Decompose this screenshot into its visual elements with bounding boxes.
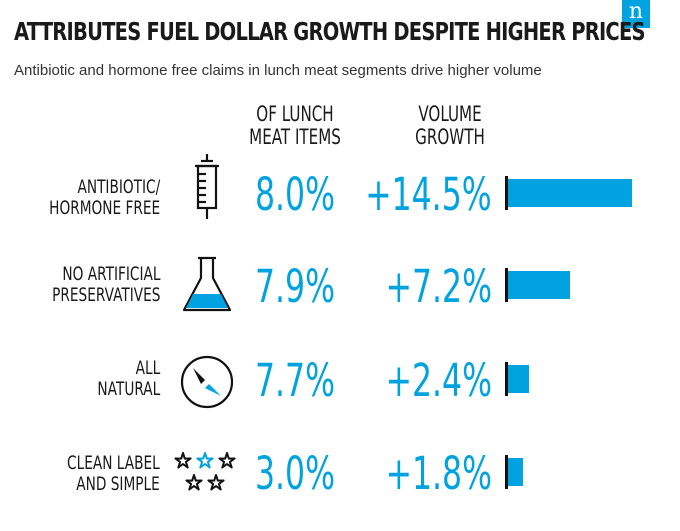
attribute-label: CLEAN LABEL AND SIMPLE [67, 453, 160, 495]
share-value: 7.7% [254, 354, 336, 407]
column-header-share-line-1: OF LUNCH [256, 102, 334, 126]
column-header-growth: VOLUME GROWTH [403, 103, 497, 149]
column-header-growth-line-2: GROWTH [415, 125, 485, 149]
column-header-share-line-2: MEAT ITEMS [249, 125, 341, 149]
chart-title: ATTRIBUTES FUEL DOLLAR GROWTH DESPITE HI… [14, 17, 646, 46]
attribute-label-line-2: AND SIMPLE [76, 473, 160, 495]
share-value: 7.9% [254, 260, 336, 313]
attribute-label-line-1: NO ARTIFICIAL [61, 263, 160, 285]
growth-value: +7.2% [385, 260, 492, 313]
share-value: 8.0% [254, 168, 336, 221]
attribute-row-all-natural: ALL NATURAL 7.7% +2.4% [0, 354, 680, 438]
bar-baseline [505, 268, 508, 302]
attribute-label-line-1: ANTIBIOTIC/ [77, 176, 160, 198]
attribute-label: ALL NATURAL [97, 358, 160, 400]
bar-baseline [505, 455, 508, 489]
stars-icon [174, 452, 236, 491]
growth-value: +1.8% [385, 447, 492, 500]
attribute-label: NO ARTIFICIAL PRESERVATIVES [52, 264, 160, 306]
attribute-label-line-2: NATURAL [97, 378, 160, 400]
compass-icon [180, 355, 234, 409]
share-value: 3.0% [254, 447, 336, 500]
bar-baseline [505, 176, 508, 210]
growth-bar [508, 271, 570, 299]
growth-bar [508, 365, 529, 393]
flask-icon [182, 256, 232, 312]
growth-bar [508, 458, 523, 486]
chart-subtitle: Antibiotic and hormone free claims in lu… [14, 62, 542, 79]
nielsen-logo: n [622, 0, 650, 28]
attribute-label: ANTIBIOTIC/ HORMONE FREE [49, 177, 160, 219]
growth-value: +14.5% [365, 168, 492, 221]
bar-baseline [505, 362, 508, 396]
column-header-share: OF LUNCH MEAT ITEMS [248, 103, 342, 149]
attribute-row-clean-label: CLEAN LABEL AND SIMPLE 3.0% +1.8% [0, 451, 680, 531]
attribute-row-no-artificial: NO ARTIFICIAL PRESERVATIVES 7.9% +7.2% [0, 256, 680, 344]
column-header-growth-line-1: VOLUME [418, 102, 482, 126]
attribute-label-line-2: PRESERVATIVES [51, 284, 160, 306]
attribute-row-antibiotic: ANTIBIOTIC/ HORMONE FREE 8.0% +14.5% [0, 154, 680, 252]
syringe-icon [195, 154, 219, 219]
attribute-label-line-2: HORMONE FREE [48, 197, 160, 219]
growth-bar [508, 179, 632, 207]
growth-value: +2.4% [385, 354, 492, 407]
attribute-label-line-1: CLEAN LABEL [67, 452, 160, 474]
attribute-label-line-1: ALL [135, 357, 160, 379]
